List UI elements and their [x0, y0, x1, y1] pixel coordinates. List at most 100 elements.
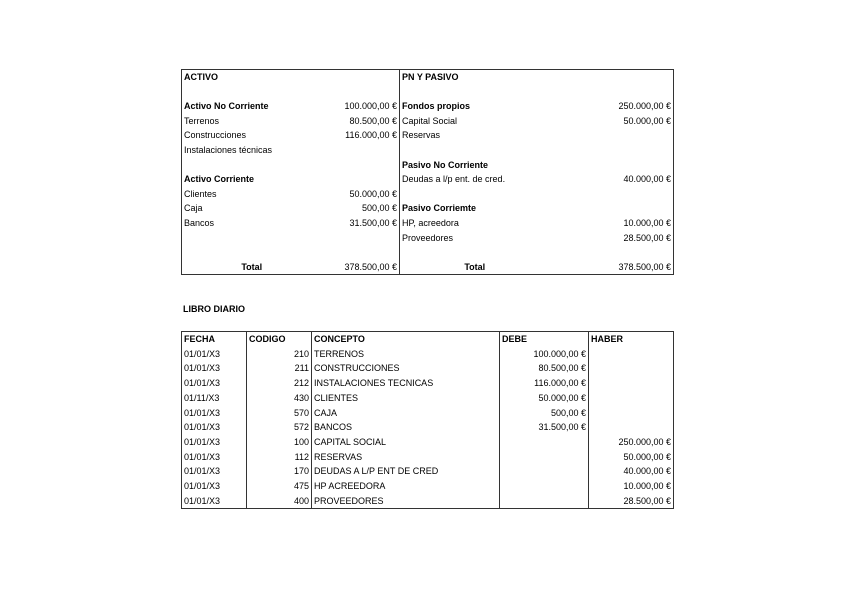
liability-amount [550, 187, 674, 202]
pn-pasivo-header: PN Y PASIVO [402, 72, 459, 82]
asset-label: Activo No Corriente [184, 101, 269, 112]
entry-concept: DEUDAS A L/P ENT DE CRED [311, 464, 500, 480]
asset-label: Activo Corriente [184, 174, 255, 185]
liability-label: HP, acreedora [402, 217, 459, 228]
liability-label [400, 143, 550, 158]
balance-blank-row [182, 84, 674, 100]
liability-amount [550, 201, 674, 216]
entry-credit [588, 405, 674, 421]
entry-debit [499, 464, 589, 480]
journal-row: 01/01/X3 210 TERRENOS 100.000,00 € [181, 346, 674, 362]
journal-row: 01/01/X3 400 PROVEEDORES 28.500,00 € [181, 493, 674, 509]
journal-row: 01/01/X3 212 INSTALACIONES TECNICAS 116.000… [181, 376, 674, 391]
liability-amount [550, 128, 674, 143]
liability-amount: 40.000,00 € [623, 174, 671, 185]
journal-row: 01/01/X3 100 CAPITAL SOCIAL 250.000,00 € [181, 434, 674, 450]
liability-amount [550, 143, 674, 158]
liability-label: Proveedores [402, 232, 454, 243]
balance-row: Clientes 50.000,00 € [182, 186, 674, 202]
entry-debit [499, 449, 589, 465]
journal-table: FECHA CODIGO CONCEPTO DEBE HABER 01/01/X… [181, 331, 674, 510]
entry-credit: 50.000,00 € [588, 449, 674, 465]
entry-concept: BANCOS [311, 420, 500, 435]
liability-amount: 50.000,00 € [623, 115, 671, 126]
entry-code: 475 [246, 479, 312, 494]
liability-amount [550, 158, 674, 173]
asset-amount: 116.000,00 € [321, 128, 400, 143]
entry-concept: CONSTRUCCIONES [311, 361, 500, 377]
asset-amount [321, 172, 400, 187]
asset-label [182, 158, 322, 173]
entry-concept: CLIENTES [311, 390, 500, 406]
entry-credit: 10.000,00 € [588, 479, 674, 494]
journal-title: LIBRO DIARIO [183, 304, 245, 314]
journal-row: 01/01/X3 572 BANCOS 31.500,00 € [181, 420, 674, 435]
activo-header: ACTIVO [184, 72, 219, 82]
entry-code: 430 [246, 390, 312, 406]
entry-date: 01/01/X3 [181, 346, 247, 362]
asset-amount: 500,00 € [321, 201, 400, 216]
entry-date: 01/01/X3 [181, 361, 247, 377]
liability-total-label: Total [464, 261, 486, 272]
liability-label [400, 187, 550, 202]
entry-debit: 116.000,00 € [499, 376, 589, 391]
entry-concept: INSTALACIONES TECNICAS [311, 376, 500, 391]
entry-code: 570 [246, 405, 312, 421]
liability-label: Pasivo Corriemte [402, 203, 477, 214]
header-codigo: CODIGO [246, 331, 312, 347]
asset-total-label: Total [241, 261, 263, 272]
header-fecha: FECHA [181, 331, 247, 347]
entry-code: 170 [246, 464, 312, 480]
entry-date: 01/01/X3 [181, 493, 247, 509]
asset-label: Caja [184, 203, 203, 214]
entry-code: 100 [246, 434, 312, 450]
entry-date: 01/01/X3 [181, 449, 247, 465]
asset-total-amount: 378.500,00 € [321, 259, 400, 275]
asset-amount [321, 157, 400, 173]
balance-row: Proveedores 28.500,00 € [182, 230, 674, 246]
header-haber: HABER [588, 331, 674, 347]
entry-code: 400 [246, 493, 312, 509]
liability-label: Reservas [402, 130, 441, 141]
balance-row: Terrenos 80.500,00 € Capital Social 50.000,… [182, 113, 674, 129]
asset-amount: 100.000,00 € [321, 99, 400, 114]
balance-total-row: Total 378.500,00 € Total 378.500,00 € [182, 259, 674, 275]
header-debe: DEBE [499, 331, 589, 347]
entry-code: 211 [246, 361, 312, 377]
asset-label: Construcciones [184, 130, 247, 141]
entry-credit: 40.000,00 € [588, 464, 674, 480]
entry-date: 01/01/X3 [181, 420, 247, 435]
balance-row: Activo No Corriente 100.000,00 € Fondos pr… [182, 99, 674, 114]
entry-concept: TERRENOS [311, 346, 500, 362]
balance-row: Caja 500,00 € Pasivo Corriemte [182, 201, 674, 216]
liability-label: Deudas a l/p ent. de cred. [402, 174, 506, 185]
asset-amount [321, 230, 400, 246]
entry-debit: 80.500,00 € [499, 361, 589, 377]
liability-label: Fondos propios [402, 101, 470, 112]
entry-credit: 250.000,00 € [588, 434, 674, 450]
entry-date: 01/11/X3 [181, 390, 247, 406]
entry-concept: CAPITAL SOCIAL [311, 434, 500, 450]
entry-concept: PROVEEDORES [311, 493, 500, 509]
entry-date: 01/01/X3 [181, 464, 247, 480]
entry-date: 01/01/X3 [181, 434, 247, 450]
entry-debit [499, 493, 589, 509]
asset-amount: 80.500,00 € [321, 113, 400, 129]
entry-debit [499, 434, 589, 450]
entry-credit [588, 420, 674, 435]
entry-date: 01/01/X3 [181, 405, 247, 421]
entry-debit: 500,00 € [499, 405, 589, 421]
asset-amount: 50.000,00 € [321, 186, 400, 202]
asset-label: Clientes [184, 188, 217, 199]
entry-credit: 28.500,00 € [588, 493, 674, 509]
journal-header-row: FECHA CODIGO CONCEPTO DEBE HABER [181, 331, 674, 347]
entry-code: 212 [246, 376, 312, 391]
liability-amount: 250.000,00 € [618, 101, 671, 112]
entry-concept: RESERVAS [311, 449, 500, 465]
entry-concept: HP ACREEDORA [311, 479, 500, 494]
liability-amount: 28.500,00 € [623, 232, 671, 243]
entry-date: 01/01/X3 [181, 376, 247, 391]
journal-row: 01/01/X3 170 DEUDAS A L/P ENT DE CRED 40.00… [181, 464, 674, 480]
entry-debit: 100.000,00 € [499, 346, 589, 362]
balance-row: Construcciones 116.000,00 € Reservas [182, 128, 674, 143]
